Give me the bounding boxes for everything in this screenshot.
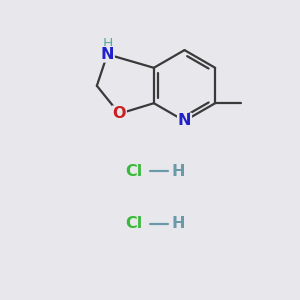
Text: N: N	[178, 113, 191, 128]
Text: H: H	[172, 164, 185, 178]
Text: H: H	[172, 216, 185, 231]
Text: Cl: Cl	[125, 164, 142, 178]
Text: N: N	[100, 47, 114, 62]
Text: O: O	[112, 106, 126, 121]
Text: H: H	[102, 38, 112, 51]
Text: Cl: Cl	[125, 216, 142, 231]
